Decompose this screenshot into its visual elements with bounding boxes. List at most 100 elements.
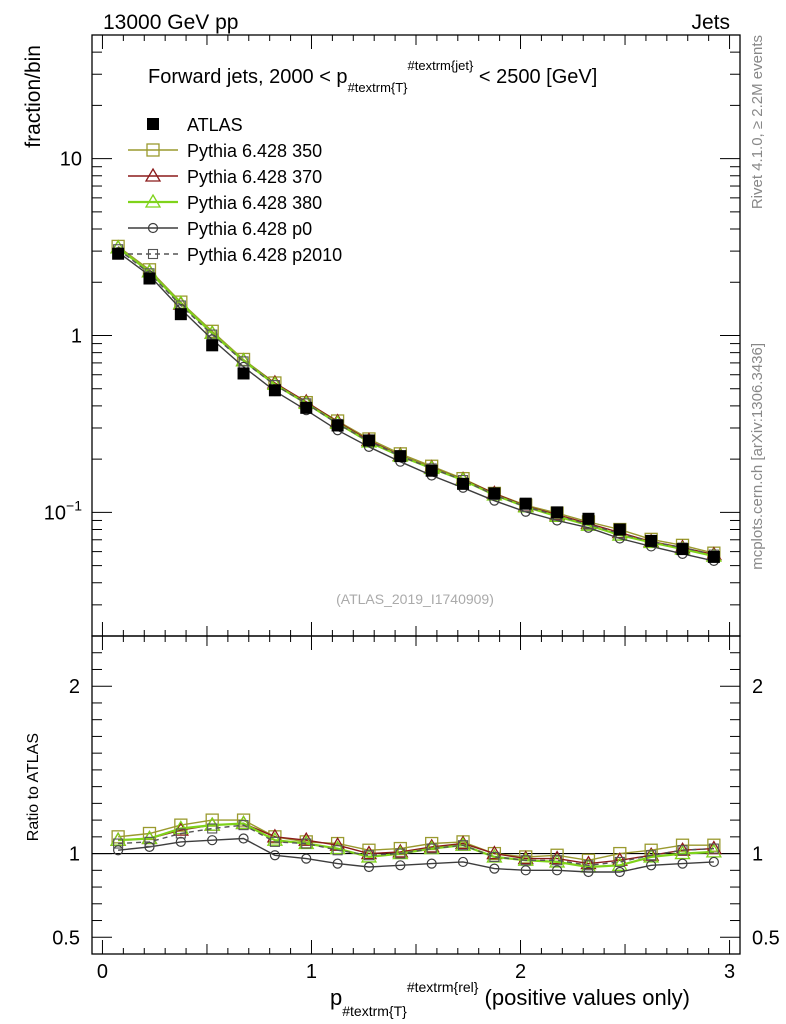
ratio-series-point	[517, 850, 534, 865]
ratio-series-point	[675, 838, 690, 852]
ratio-series-point	[113, 845, 124, 856]
ratio-series-point	[457, 840, 469, 851]
legend: ATLAS Pythia 6.428 350 Pythia 6.428 370 Pyt…	[128, 115, 342, 265]
ratio-series-point	[238, 820, 249, 831]
main-y-tick-label: 1	[71, 326, 82, 348]
ratio-series-point	[332, 845, 343, 856]
data-point	[551, 506, 564, 519]
main-series-line	[117, 245, 715, 554]
chart-title-sup: #textrm{jet}	[408, 58, 474, 73]
main-series-line	[117, 251, 715, 562]
x-axis-label-sup: #textrm{rel}	[407, 979, 479, 995]
main-y-tick-exponent: −1	[66, 497, 82, 513]
data-point	[331, 419, 344, 432]
ratio-series-point	[269, 836, 280, 847]
ratio-series-line	[118, 824, 714, 867]
chart-title: Forward jets, 2000 < p#textrm{T} #textrm{…	[148, 58, 597, 95]
x-tick-label: 3	[724, 961, 735, 983]
ratio-series-point	[583, 860, 594, 871]
x-axis-label: p#textrm{T}#textrm{rel} (positive values…	[330, 979, 690, 1019]
ratio-series-point	[548, 850, 566, 865]
ratio-series-point	[677, 858, 688, 869]
ratio-series-point	[363, 861, 375, 873]
legend-marker	[147, 222, 159, 234]
x-axis-label-suffix: (positive values only)	[478, 985, 690, 1010]
main-series-line	[117, 247, 715, 556]
ratio-series-line	[118, 819, 714, 862]
ratio-series-point	[677, 845, 688, 856]
legend-label: Pythia 6.428 p2010	[187, 245, 342, 265]
ratio-series-point	[426, 858, 437, 869]
ratio-plot-series	[92, 813, 740, 878]
legend-label: Pythia 6.428 p0	[187, 219, 312, 239]
mcplots-label: mcplots.cern.ch [arXiv:1306.3436]	[749, 343, 766, 570]
legend-marker	[144, 167, 162, 182]
ratio-series-point	[646, 860, 657, 871]
ratio-series-point	[489, 851, 500, 862]
ratio-y-tick-label: 1	[69, 844, 80, 866]
ratio-series-point	[238, 833, 249, 844]
legend-marker	[146, 143, 160, 157]
main-series-point	[207, 329, 218, 340]
main-series-point	[238, 356, 249, 367]
ratio-y-tick-label-right: 1	[752, 844, 763, 866]
main-y-tick-base: 10	[44, 502, 66, 524]
ratio-y-tick-label: 0.5	[52, 927, 80, 949]
legend-marker	[147, 248, 159, 260]
data-point	[645, 534, 658, 547]
ratio-series-point	[707, 838, 721, 852]
ratio-series-point	[269, 850, 281, 861]
data-point	[300, 401, 313, 414]
ratio-series-point	[360, 845, 378, 860]
ratio-series-point	[423, 838, 440, 853]
ratio-series-point	[363, 850, 375, 861]
ratio-series-point	[392, 843, 409, 858]
ratio-series-line	[118, 822, 714, 869]
x-tick-label: 2	[515, 961, 526, 983]
ratio-series-point	[457, 856, 469, 868]
ratio-series-point	[207, 823, 218, 834]
ratio-ylabel: Ratio to ATLAS	[25, 733, 42, 841]
ratio-series-point	[489, 863, 500, 874]
chart-title-prefix: Forward jets, 2000 < p	[148, 66, 348, 88]
ratio-y-tick-label-right: 2	[752, 676, 763, 698]
data-point	[707, 550, 720, 563]
analysis-watermark: (ATLAS_2019_I1740909)	[336, 591, 494, 607]
ratio-series-point	[614, 856, 625, 867]
ratio-series-point	[520, 855, 531, 866]
main-series-line	[117, 246, 715, 558]
ratio-series-point	[174, 818, 188, 832]
data-point	[237, 367, 250, 380]
x-axis-label-base: p	[330, 985, 342, 1010]
main-y-tick-base: 10	[60, 149, 82, 171]
header-right: Jets	[691, 11, 730, 34]
ratio-series-point	[614, 866, 625, 878]
ratio-series-point	[332, 858, 343, 869]
data-point	[457, 477, 470, 490]
ratio-series-point	[708, 856, 719, 868]
ratio-series-point	[583, 866, 594, 878]
legend-label: Pythia 6.428 350	[187, 141, 322, 161]
legend-marker	[144, 193, 162, 208]
data-point	[143, 272, 156, 285]
data-point	[268, 384, 281, 397]
ratio-series-point	[520, 865, 531, 876]
rivet-version-label: Rivet 4.1.0, ≥ 2.2M events	[749, 35, 766, 209]
data-point	[676, 543, 689, 556]
ratio-series-point	[301, 838, 312, 849]
ratio-series-point	[551, 865, 563, 876]
x-tick-label: 0	[97, 961, 108, 983]
data-point	[206, 339, 219, 352]
main-plot-series	[109, 239, 723, 566]
ratio-plot-frame	[91, 635, 741, 955]
legend-label: ATLAS	[187, 115, 243, 135]
ratio-series-point	[395, 860, 406, 871]
ratio-series-point	[646, 850, 657, 861]
ratio-series-point	[708, 843, 719, 854]
legend-label: Pythia 6.428 380	[187, 193, 322, 213]
ratio-series-point	[175, 828, 186, 839]
ratio-series-point	[236, 813, 251, 827]
data-point	[519, 497, 532, 510]
main-ylabel: fraction/bin	[22, 45, 45, 148]
